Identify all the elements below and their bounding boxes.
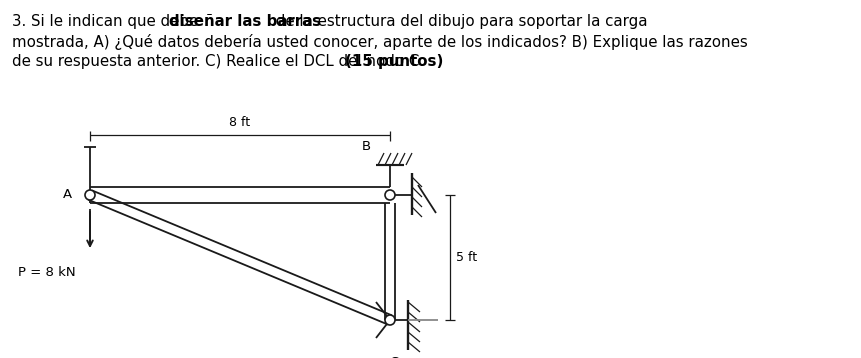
Text: de su respuesta anterior. C) Realice el DCL del nodo C.: de su respuesta anterior. C) Realice el … (12, 54, 429, 69)
Circle shape (385, 315, 395, 325)
Text: C: C (389, 356, 399, 358)
Circle shape (85, 190, 95, 200)
Text: 5 ft: 5 ft (456, 251, 477, 264)
Text: A: A (63, 189, 72, 202)
Text: B: B (362, 140, 370, 153)
Text: diseñar las barras: diseñar las barras (169, 14, 321, 29)
Text: (15 puntos): (15 puntos) (345, 54, 443, 69)
Text: 8 ft: 8 ft (229, 116, 251, 129)
Text: mostrada, A) ¿Qué datos debería usted conocer, aparte de los indicados? B) Expli: mostrada, A) ¿Qué datos debería usted co… (12, 34, 747, 50)
Text: P = 8 kN: P = 8 kN (18, 266, 76, 280)
Text: de la estructura del dibujo para soportar la carga: de la estructura del dibujo para soporta… (271, 14, 647, 29)
Circle shape (385, 190, 395, 200)
Text: 3. Si le indican que debe: 3. Si le indican que debe (12, 14, 203, 29)
